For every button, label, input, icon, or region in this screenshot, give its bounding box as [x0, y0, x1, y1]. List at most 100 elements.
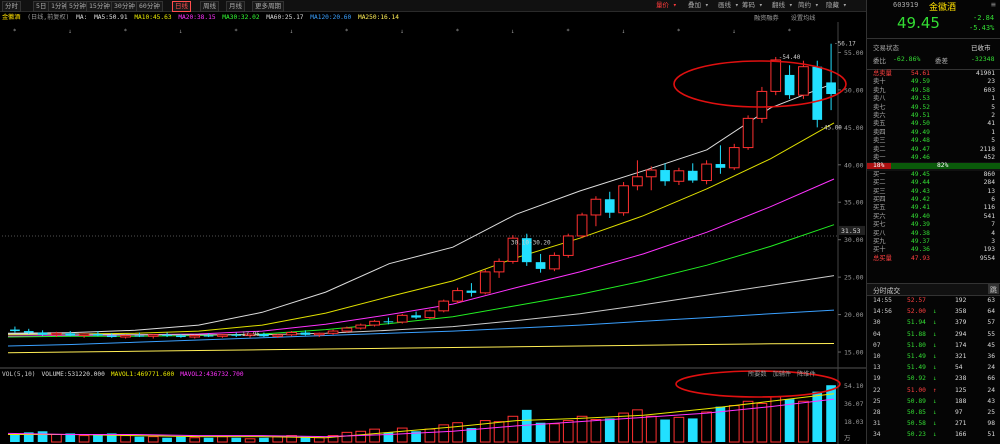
tool-button[interactable]: 翻线 ▾	[772, 1, 793, 9]
vol-link[interactable]: 降维件	[797, 371, 816, 378]
candle-body	[396, 314, 408, 323]
trade-arrow: ↓	[933, 364, 937, 372]
period-tab[interactable]: 更多周期	[252, 1, 284, 12]
candle-body	[645, 169, 657, 178]
trade-count: 63	[987, 297, 995, 304]
trade-price: 50.85	[907, 409, 926, 416]
candle-body	[535, 262, 546, 269]
vol-link[interactable]: 所要数	[748, 371, 767, 378]
volume-bar	[812, 391, 823, 442]
event-marker: ↓	[732, 28, 736, 35]
period-tab[interactable]: 60分钟	[136, 1, 163, 12]
sell-level-row: 卖四 49.49 1	[867, 129, 1000, 137]
period-tab[interactable]: 周线	[200, 1, 219, 12]
period-toolbar: 分时 5日 1分钟 5分钟 15分钟 30分钟 60分钟 日线 周线 月线 更多周期 量价 ▾ 叠加 …	[0, 0, 866, 12]
level-price: 49.46	[911, 154, 930, 161]
trade-volume: 188	[955, 397, 967, 405]
candle-body	[355, 324, 367, 329]
level-label: 卖八	[873, 95, 886, 103]
ratio-left: 18%	[873, 162, 885, 170]
sell-level-row: 卖七 49.52 5	[867, 104, 1000, 112]
event-marker: *	[566, 28, 570, 35]
tool-button[interactable]: 叠加 ▾	[688, 1, 709, 9]
volume-bar	[756, 402, 768, 443]
period-tab[interactable]: 分时	[2, 1, 21, 12]
volume-bar	[189, 437, 201, 443]
trade-row: 10 51.49 ↓ 321 36	[867, 353, 1000, 361]
period-tab[interactable]: 30分钟	[111, 1, 138, 12]
ma-line-ma10	[7, 122, 835, 336]
candle-body	[217, 334, 228, 337]
trade-row: 14:56 52.00 ↓ 358 64	[867, 308, 1000, 316]
period-tab[interactable]: 日线	[172, 1, 191, 12]
level-label: 买二	[873, 179, 886, 187]
candle-body	[272, 334, 284, 337]
level-price: 49.42	[911, 196, 930, 203]
period-tab[interactable]: 15分钟	[86, 1, 113, 12]
menu-icon[interactable]: ≡	[991, 0, 996, 9]
sell-level-row: 卖八 49.53 1	[867, 95, 1000, 103]
tool-button[interactable]: 筹码 ▾	[742, 1, 763, 9]
weibi-value: -62.86%	[893, 55, 921, 63]
level-price: 49.50	[911, 120, 930, 128]
stock-name: 金徽酒	[929, 3, 957, 13]
sell-level-row: 卖三 49.48 5	[867, 137, 1000, 145]
trade-count: 55	[987, 330, 995, 338]
level-label: 卖三	[873, 137, 886, 145]
sell-level-row: 卖五 49.50 41	[867, 120, 1000, 128]
level-volume: 7	[991, 221, 995, 229]
vol-link[interactable]: 加辅件	[772, 371, 792, 378]
trade-row: 31 50.58 ↓ 271 98	[867, 420, 1000, 428]
candle-body	[604, 199, 615, 213]
trade-volume: 238	[955, 375, 967, 383]
sell-total-row: 总卖量 54.61 41901	[867, 70, 1000, 78]
candle-body	[507, 237, 519, 262]
trade-time: 25	[873, 397, 881, 405]
tool-button[interactable]: 隐藏 ▾	[826, 1, 847, 9]
high-annotation: -56.17	[834, 41, 856, 48]
tool-button[interactable]: 简约 ▾	[798, 1, 819, 9]
trade-price: 50.23	[907, 431, 926, 439]
level-volume: 2	[991, 112, 995, 119]
price-tick-label: 40.00	[844, 161, 864, 169]
ma-link[interactable]: 融资融券	[754, 15, 779, 22]
level-label: 卖二	[873, 145, 886, 153]
trade-price: 51.88	[907, 330, 926, 338]
candle-body	[715, 164, 726, 168]
trade-price: 51.49	[907, 353, 926, 360]
level-price: 49.45	[911, 170, 930, 178]
level-price: 49.44	[911, 179, 930, 187]
quote-panel: 603919 金徽酒 ≡ 49.45 -2.84 -5.43% 交易状态 已收市…	[866, 0, 1000, 444]
trade-volume: 321	[955, 353, 967, 360]
trade-arrow: ↓	[933, 308, 937, 316]
trade-arrow: ↓	[933, 397, 937, 405]
sell-level-row: 卖九 49.58 603	[867, 87, 1000, 95]
trade-time: 34	[873, 431, 881, 439]
tool-button[interactable]: 量价 ▾	[656, 1, 677, 9]
jump-button[interactable]: 跳	[988, 284, 999, 294]
price-tick-label: 45.00	[844, 124, 864, 132]
level-volume: 2118	[979, 145, 995, 153]
trade-count: 51	[987, 431, 995, 439]
ma-link[interactable]: 设置均线	[790, 15, 816, 22]
trade-row: 22 51.00 ↑ 125 24	[867, 387, 1000, 395]
candlestick-chart[interactable]: 15.00 20.00 25.00 30.00 35.00 40.00 45.00 50.00…	[0, 22, 866, 444]
trade-price: 50.89	[907, 397, 926, 405]
chart-area: 分时 5日 1分钟 5分钟 15分钟 30分钟 60分钟 日线 周线 月线 更多周期 量价 ▾ 叠加 …	[0, 0, 866, 444]
level-label: 卖七	[873, 103, 886, 111]
low-annotation: -17.95	[238, 331, 260, 338]
event-marker: *	[345, 28, 349, 35]
quote-header: 603919 金徽酒 ≡	[867, 0, 1000, 13]
period-tab[interactable]: 5日	[33, 1, 50, 12]
tool-button[interactable]: 画线 ▾	[718, 1, 739, 9]
price-tick-label: 20.00	[844, 311, 864, 319]
price-block: 49.45 -2.84 -5.43%	[867, 12, 1000, 39]
period-tab[interactable]: 月线	[226, 1, 245, 12]
trade-row: 19 50.92 ↓ 238 66	[867, 375, 1000, 383]
event-marker: ↓	[511, 28, 515, 35]
candle-body	[327, 330, 339, 334]
buy-level-row: 买六 49.40 541	[867, 213, 1000, 221]
candle-body	[590, 198, 602, 216]
level-volume: 193	[983, 246, 995, 254]
level-label: 总买量	[873, 254, 892, 262]
